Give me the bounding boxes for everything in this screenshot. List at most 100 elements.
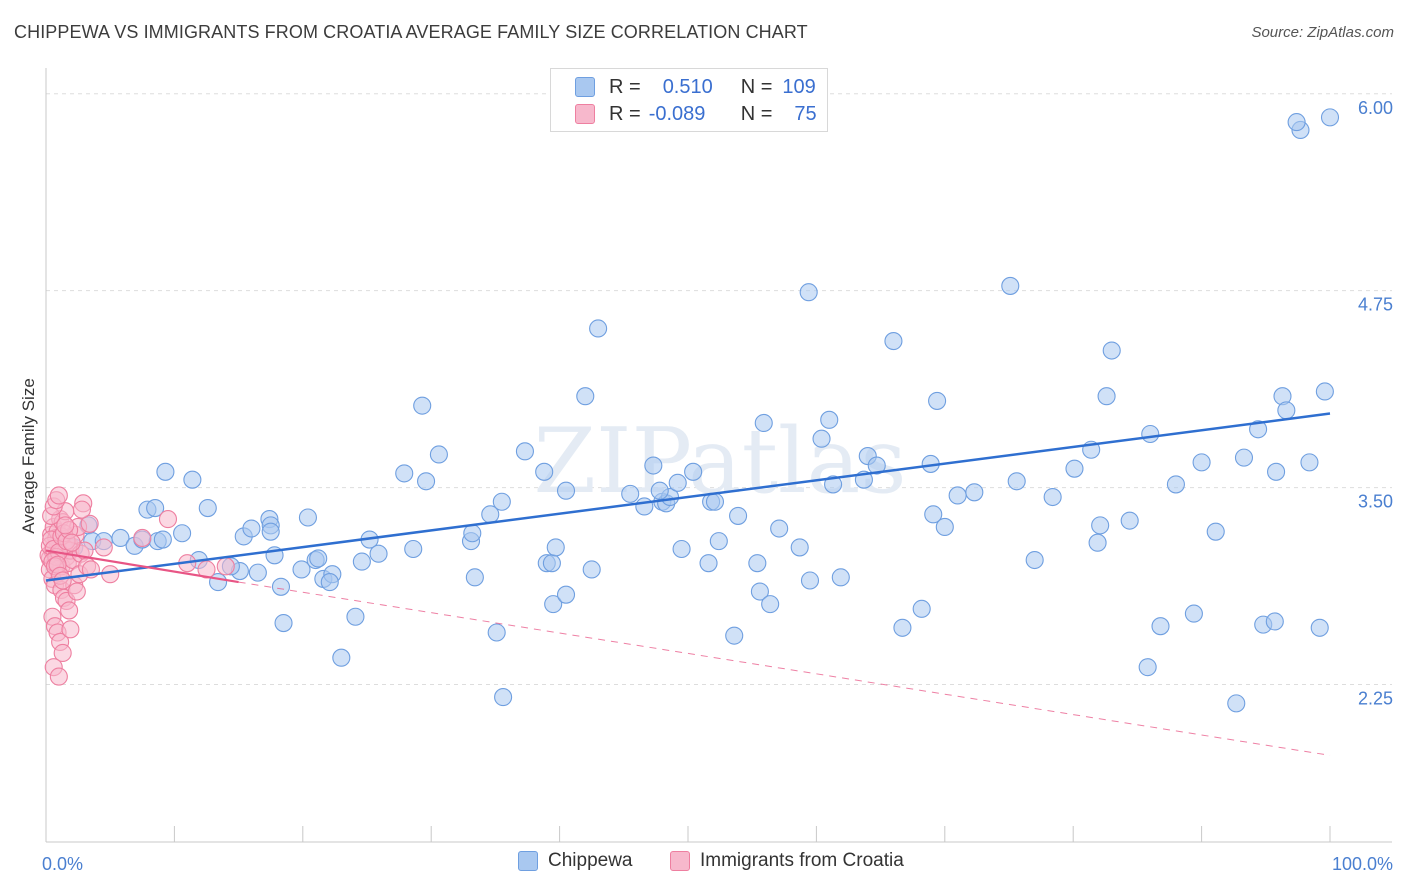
- data-point-chippewa: [1227, 694, 1246, 713]
- blue-swatch: [518, 851, 538, 871]
- x-tick-label: 100.0%: [1332, 854, 1393, 874]
- data-point-chippewa: [621, 484, 640, 503]
- data-point-chippewa: [298, 508, 317, 527]
- data-point-chippewa: [429, 445, 448, 464]
- data-point-chippewa: [183, 470, 202, 489]
- data-point-chippewa: [948, 486, 967, 505]
- data-point-chippewa: [1120, 511, 1139, 530]
- data-point-chippewa: [271, 577, 291, 596]
- grid-lines: [46, 93, 1392, 685]
- data-point-chippewa: [369, 544, 388, 563]
- data-point-croatia: [53, 571, 72, 590]
- data-point-chippewa: [542, 554, 561, 573]
- data-point-chippewa: [487, 623, 506, 642]
- data-point-croatia: [61, 620, 80, 639]
- data-point-chippewa: [309, 549, 328, 568]
- data-point-chippewa: [1206, 522, 1225, 541]
- trend-line-croatia: [45, 549, 239, 584]
- y-tick-label: 6.00: [1358, 98, 1393, 118]
- data-point-chippewa: [576, 387, 595, 406]
- n-value: 75: [794, 102, 817, 125]
- pink-swatch: [670, 851, 690, 871]
- tick-labels: 2.25 3.50 4.75 6.00 0.0% 100.0%: [42, 98, 1393, 874]
- data-point-chippewa: [556, 585, 576, 604]
- n-value: 109: [782, 75, 816, 98]
- data-point-chippewa: [1102, 341, 1121, 360]
- data-point-croatia: [56, 516, 75, 535]
- data-point-chippewa: [928, 391, 947, 410]
- data-point-chippewa: [1267, 462, 1286, 481]
- x-tick-label: 0.0%: [42, 854, 83, 874]
- data-point-chippewa: [1310, 618, 1329, 637]
- data-point-chippewa: [1007, 472, 1026, 491]
- data-point-chippewa: [404, 539, 423, 559]
- axes: [45, 68, 1392, 843]
- data-point-chippewa: [725, 626, 744, 645]
- data-point-chippewa: [198, 498, 217, 518]
- data-point-chippewa: [831, 568, 850, 587]
- data-point-chippewa: [635, 497, 654, 516]
- data-point-chippewa: [1138, 658, 1157, 677]
- data-point-chippewa: [705, 492, 725, 511]
- data-point-chippewa: [492, 492, 511, 511]
- r-value: -0.089: [648, 102, 706, 125]
- data-point-croatia: [60, 601, 79, 620]
- data-point-chippewa: [893, 618, 912, 637]
- data-point-chippewa: [1141, 424, 1160, 444]
- data-point-chippewa: [1192, 453, 1211, 472]
- data-point-croatia: [67, 582, 86, 601]
- data-point-chippewa: [770, 519, 789, 538]
- n-label: N =: [740, 102, 773, 125]
- legend-label-croatia: Immigrants from Croatia: [700, 850, 904, 871]
- trend-line-chippewa: [45, 412, 1331, 582]
- data-point-croatia: [49, 667, 68, 686]
- data-point-chippewa: [173, 524, 192, 543]
- data-point-chippewa: [812, 429, 831, 448]
- source-credit: Source: ZipAtlas.com: [1251, 24, 1394, 41]
- data-point-chippewa: [1265, 612, 1284, 631]
- legend-row-croatia: R = -0.089 N = 75: [551, 101, 817, 127]
- data-point-chippewa: [346, 607, 365, 626]
- legend-item-chippewa: Chippewa: [518, 850, 633, 872]
- data-point-croatia: [94, 538, 113, 557]
- data-point-chippewa: [748, 554, 767, 573]
- y-tick-label: 4.75: [1358, 295, 1393, 315]
- blue-swatch: [575, 77, 595, 97]
- data-point-chippewa: [589, 319, 608, 338]
- legend-label-chippewa: Chippewa: [548, 850, 633, 871]
- data-point-chippewa: [582, 560, 601, 579]
- series-chippewa: [56, 108, 1340, 713]
- correlation-legend: R = 0.510 N = 109 R = -0.089 N = 75: [550, 68, 828, 132]
- data-point-chippewa: [1287, 113, 1306, 132]
- data-point-chippewa: [515, 442, 534, 461]
- data-point-chippewa: [494, 688, 513, 707]
- data-point-chippewa: [650, 481, 669, 500]
- data-point-chippewa: [261, 522, 280, 541]
- data-point-croatia: [216, 557, 235, 576]
- data-point-chippewa: [465, 568, 484, 587]
- data-point-chippewa: [1025, 550, 1044, 570]
- data-point-chippewa: [1320, 108, 1340, 127]
- data-point-chippewa: [867, 456, 886, 475]
- data-point-chippewa: [535, 462, 554, 481]
- data-point-chippewa: [729, 506, 748, 525]
- data-point-chippewa: [556, 481, 576, 500]
- data-point-chippewa: [1091, 516, 1110, 535]
- data-point-chippewa: [417, 472, 436, 491]
- data-point-chippewa: [413, 396, 432, 415]
- data-point-chippewa: [684, 462, 703, 481]
- data-point-croatia: [101, 565, 120, 584]
- data-point-croatia: [62, 533, 81, 552]
- data-point-chippewa: [292, 560, 311, 579]
- data-point-chippewa: [1151, 617, 1170, 636]
- data-point-chippewa: [153, 530, 172, 549]
- data-point-chippewa: [1097, 387, 1116, 406]
- data-point-chippewa: [1184, 604, 1203, 623]
- data-point-chippewa: [395, 464, 414, 483]
- data-point-chippewa: [1065, 459, 1084, 478]
- data-point-croatia: [158, 510, 178, 529]
- data-point-chippewa: [790, 538, 809, 557]
- data-point-chippewa: [146, 498, 165, 518]
- data-point-croatia: [72, 500, 92, 519]
